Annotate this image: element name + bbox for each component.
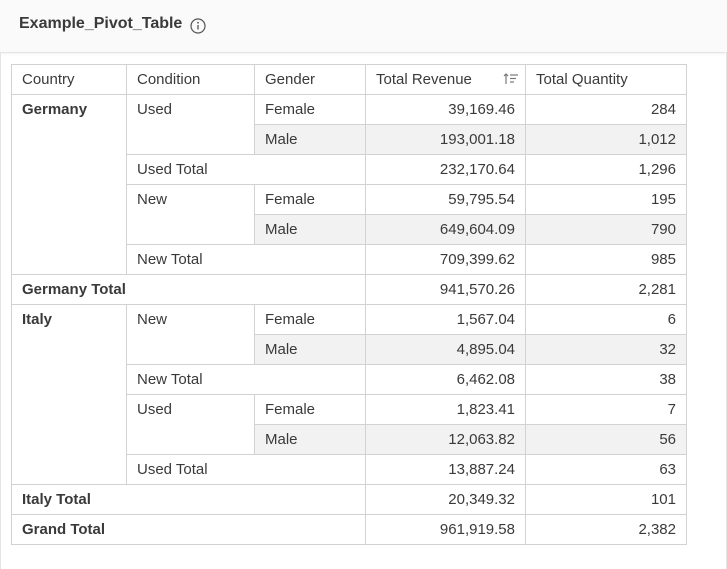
total-label: Italy Total xyxy=(11,484,366,515)
cell-quantity: 63 xyxy=(525,454,687,485)
total-label: Germany Total xyxy=(11,274,366,305)
column-header-gender[interactable]: Gender xyxy=(254,64,366,95)
cell-revenue: 59,795.54 xyxy=(365,184,526,215)
subtotal-label: New Total xyxy=(126,364,366,395)
cell-revenue: 961,919.58 xyxy=(365,514,526,545)
panel-border-left xyxy=(0,53,1,569)
row-header-gender: Female xyxy=(254,394,366,425)
table-row: New Female 59,795.54 195 xyxy=(12,184,687,245)
row-header-gender: Male xyxy=(254,334,366,365)
cell-revenue: 232,170.64 xyxy=(365,154,526,185)
cell-quantity: 195 xyxy=(525,184,687,215)
cell-quantity: 7 xyxy=(525,394,687,425)
table-row: Italy New Female 1,567.04 6 xyxy=(11,304,687,485)
subtotal-row: Used Total 13,887.24 63 xyxy=(12,454,687,485)
row-header-condition: New xyxy=(126,304,255,365)
cell-revenue: 941,570.26 xyxy=(365,274,526,305)
table-row: Male 4,895.04 32 xyxy=(12,334,687,365)
cell-revenue: 649,604.09 xyxy=(365,214,526,245)
row-header-condition: Used xyxy=(126,394,255,455)
cell-revenue: 39,169.46 xyxy=(365,94,526,125)
cell-quantity: 284 xyxy=(525,94,687,125)
row-header-gender: Female xyxy=(254,94,366,125)
cell-quantity: 1,296 xyxy=(525,154,687,185)
row-header-gender: Female xyxy=(254,184,366,215)
header-row: Country Condition Gender Total Revenue T… xyxy=(11,64,687,95)
cell-revenue: 1,823.41 xyxy=(365,394,526,425)
column-header-condition[interactable]: Condition xyxy=(126,64,255,95)
row-header-gender: Male xyxy=(254,424,366,455)
cell-quantity: 1,012 xyxy=(525,124,687,155)
column-header-total-revenue[interactable]: Total Revenue xyxy=(365,64,526,95)
cell-quantity: 101 xyxy=(525,484,687,515)
subtotal-label: Used Total xyxy=(126,154,366,185)
row-header-condition: New xyxy=(126,184,255,245)
cell-revenue: 12,063.82 xyxy=(365,424,526,455)
subtotal-label: Used Total xyxy=(126,454,366,485)
column-header-country[interactable]: Country xyxy=(11,64,127,95)
subtotal-label: New Total xyxy=(126,244,366,275)
cell-revenue: 709,399.62 xyxy=(365,244,526,275)
cell-revenue: 1,567.04 xyxy=(365,304,526,335)
cell-revenue: 193,001.18 xyxy=(365,124,526,155)
table-row: Male 193,001.18 1,012 xyxy=(12,124,687,155)
cell-quantity: 2,382 xyxy=(525,514,687,545)
table-row: Male 12,063.82 56 xyxy=(12,424,687,455)
total-row: Germany Total 941,570.26 2,281 xyxy=(11,274,687,305)
cell-quantity: 2,281 xyxy=(525,274,687,305)
cell-revenue: 6,462.08 xyxy=(365,364,526,395)
sort-descending-icon[interactable] xyxy=(503,72,519,86)
cell-quantity: 32 xyxy=(525,334,687,365)
row-header-gender: Male xyxy=(254,214,366,245)
cell-revenue: 13,887.24 xyxy=(365,454,526,485)
table-row: Germany Used Female 39,169.46 284 xyxy=(11,94,687,275)
row-header-gender: Male xyxy=(254,124,366,155)
total-row: Italy Total 20,349.32 101 xyxy=(11,484,687,515)
widget-title: Example_Pivot_Table xyxy=(19,15,183,32)
cell-quantity: 56 xyxy=(525,424,687,455)
row-header-country: Italy xyxy=(11,304,127,485)
cell-quantity: 790 xyxy=(525,214,687,245)
cell-quantity: 6 xyxy=(525,304,687,335)
row-header-country: Germany xyxy=(11,94,127,275)
cell-quantity: 985 xyxy=(525,244,687,275)
row-header-condition: Used xyxy=(126,94,255,155)
cell-revenue: 20,349.32 xyxy=(365,484,526,515)
column-header-total-revenue-label: Total Revenue xyxy=(376,71,472,88)
column-header-total-quantity[interactable]: Total Quantity xyxy=(525,64,687,95)
info-icon[interactable] xyxy=(190,18,206,34)
grand-total-label: Grand Total xyxy=(11,514,366,545)
table-row: Used Female 1,823.41 7 xyxy=(12,394,687,455)
pivot-table: Country Condition Gender Total Revenue T… xyxy=(11,64,687,545)
cell-revenue: 4,895.04 xyxy=(365,334,526,365)
widget-header: Example_Pivot_Table xyxy=(0,0,727,53)
subtotal-row: Used Total 232,170.64 1,296 xyxy=(12,154,687,185)
cell-quantity: 38 xyxy=(525,364,687,395)
grand-total-row: Grand Total 961,919.58 2,382 xyxy=(11,514,687,545)
row-header-gender: Female xyxy=(254,304,366,335)
table-row: Male 649,604.09 790 xyxy=(12,214,687,245)
subtotal-row: New Total 709,399.62 985 xyxy=(12,244,687,275)
